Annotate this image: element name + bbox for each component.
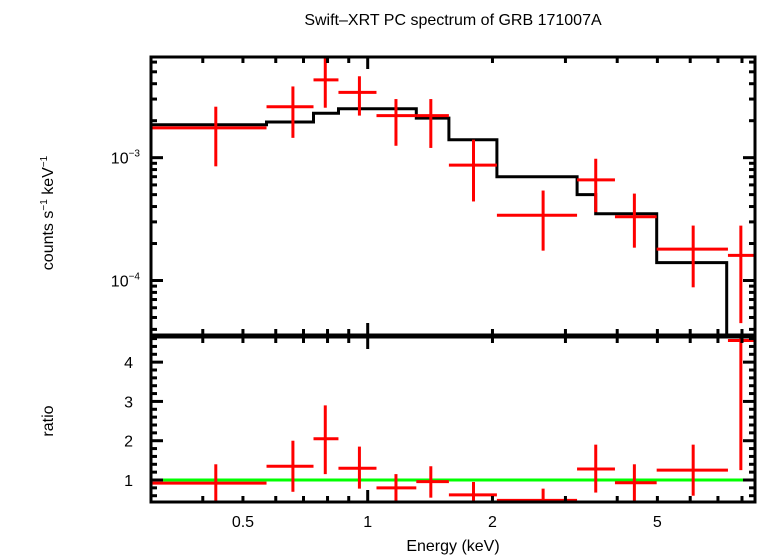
y-tick-label: 3 [124, 394, 133, 411]
data-point [727, 225, 755, 324]
y-axis-label-ratio: ratio [40, 405, 57, 436]
data-point [416, 99, 449, 148]
ratio-point [448, 481, 497, 502]
y-tick-label: 10−3 [111, 149, 141, 168]
data-point [151, 106, 267, 167]
data-point [656, 225, 728, 288]
x-tick-label: 5 [653, 514, 662, 531]
data-point [614, 193, 657, 248]
ratio-point [727, 337, 755, 471]
data-point [338, 76, 377, 116]
data-point [266, 86, 314, 138]
y-tick-label: 1 [124, 473, 133, 490]
ratio-point [577, 444, 615, 493]
model-step-line [151, 107, 730, 335]
ratio-point [313, 405, 339, 475]
ratio-point [614, 464, 657, 502]
ratio-data-layer [151, 337, 755, 502]
x-tick-label: 2 [488, 514, 497, 531]
ratio-point [656, 444, 728, 496]
spectrum-panel: 10−3 10−4 [111, 55, 757, 337]
spectrum-frame [149, 55, 757, 337]
spectrum-data-layer [151, 57, 755, 335]
data-point [577, 158, 615, 213]
ratio-frame [149, 335, 757, 504]
data-point [448, 139, 497, 202]
x-tick-label: 0.5 [232, 514, 254, 531]
ratio-point [416, 466, 449, 498]
data-point [496, 190, 578, 251]
x-axis-label: Energy (keV) [406, 538, 499, 555]
ratio-panel: 0.5 1 2 5 1 2 3 4 [124, 335, 757, 531]
y-tick-label: 10−4 [111, 271, 141, 290]
ratio-point [376, 474, 417, 502]
ratio-point [151, 464, 267, 502]
ratio-point [266, 440, 314, 492]
y-axis-label-spectrum: counts s−1 keV−1 [39, 155, 57, 270]
data-point [376, 99, 417, 146]
x-tick-label: 1 [363, 514, 372, 531]
y-tick-label: 4 [124, 355, 133, 372]
data-point [313, 57, 339, 108]
y-tick-label: 2 [124, 434, 133, 451]
chart-title: Swift–XRT PC spectrum of GRB 171007A [304, 12, 602, 29]
ratio-point [496, 488, 578, 502]
ratio-point [338, 446, 377, 489]
